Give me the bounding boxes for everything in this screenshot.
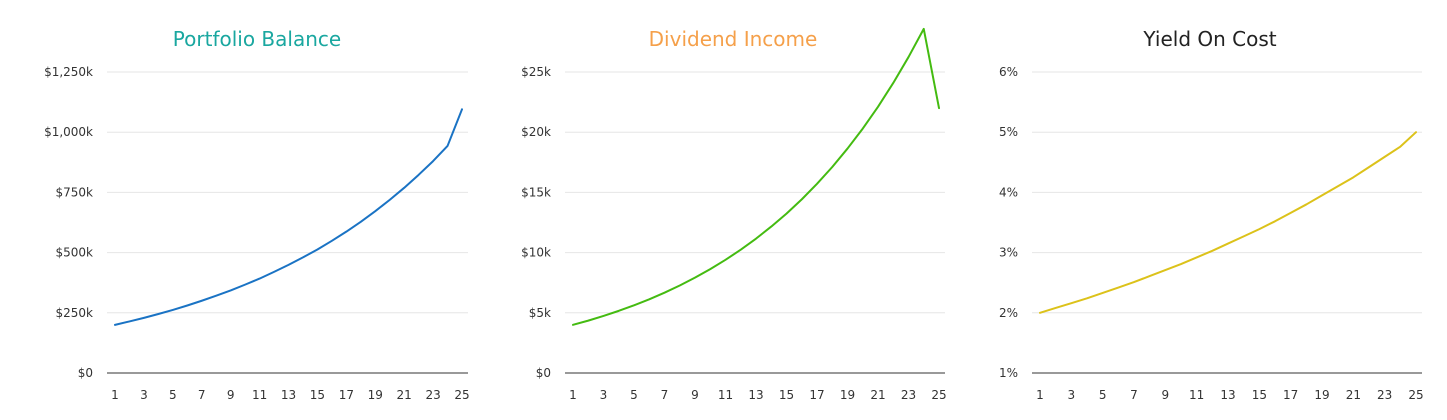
y-tick-label: $1,000k — [44, 125, 93, 139]
x-tick-label: 9 — [1162, 388, 1170, 402]
x-tick-label: 21 — [870, 388, 885, 402]
chart-title: Portfolio Balance — [173, 27, 341, 51]
x-tick-label: 23 — [425, 388, 440, 402]
x-tick-label: 3 — [1068, 388, 1076, 402]
series-line — [114, 108, 463, 326]
y-tick-label: $15k — [521, 185, 551, 199]
y-tick-label: $20k — [521, 125, 551, 139]
y-tick-label: 5% — [999, 125, 1018, 139]
x-tick-label: 17 — [339, 388, 354, 402]
x-tick-label: 23 — [901, 388, 916, 402]
x-tick-label: 1 — [1036, 388, 1044, 402]
y-tick-label: $500k — [56, 246, 94, 260]
y-tick-label: $0 — [78, 366, 93, 380]
y-tick-label: 2% — [999, 306, 1018, 320]
chart-1: Portfolio Balance $0 $250k $500k $750k $1,000… — [44, 27, 470, 402]
x-tick-label: 19 — [1314, 388, 1329, 402]
y-tick-label: 4% — [999, 185, 1018, 199]
x-tick-label: 25 — [454, 388, 469, 402]
x-tick-label: 1 — [111, 388, 119, 402]
y-tick-label: $750k — [56, 185, 94, 199]
x-tick-label: 11 — [1189, 388, 1204, 402]
x-tick-label: 7 — [1130, 388, 1138, 402]
x-tick-label: 17 — [809, 388, 824, 402]
x-tick-label: 15 — [1252, 388, 1267, 402]
y-tick-label: 1% — [999, 366, 1018, 380]
series-line — [572, 27, 940, 326]
x-tick-label: 15 — [779, 388, 794, 402]
x-tick-label: 13 — [748, 388, 763, 402]
x-tick-label: 1 — [569, 388, 577, 402]
x-tick-label: 23 — [1377, 388, 1392, 402]
x-tick-label: 7 — [198, 388, 206, 402]
y-tick-label: $1,250k — [44, 65, 93, 79]
y-tick-label: $250k — [56, 306, 94, 320]
x-tick-label: 11 — [718, 388, 733, 402]
x-tick-label: 13 — [1220, 388, 1235, 402]
y-tick-label: $0 — [536, 366, 551, 380]
x-tick-label: 25 — [931, 388, 946, 402]
x-tick-label: 3 — [600, 388, 608, 402]
x-tick-label: 5 — [169, 388, 177, 402]
x-tick-label: 5 — [630, 388, 638, 402]
x-tick-label: 15 — [310, 388, 325, 402]
x-tick-label: 9 — [691, 388, 699, 402]
x-tick-label: 3 — [140, 388, 148, 402]
x-tick-label: 21 — [1346, 388, 1361, 402]
x-tick-label: 19 — [840, 388, 855, 402]
chart-title: Dividend Income — [649, 27, 818, 51]
x-tick-label: 21 — [397, 388, 412, 402]
x-tick-label: 9 — [227, 388, 235, 402]
x-tick-label: 13 — [281, 388, 296, 402]
x-tick-label: 7 — [661, 388, 669, 402]
y-tick-label: $25k — [521, 65, 551, 79]
x-tick-label: 5 — [1099, 388, 1107, 402]
x-tick-label: 19 — [368, 388, 383, 402]
x-tick-label: 17 — [1283, 388, 1298, 402]
x-tick-label: 11 — [252, 388, 267, 402]
y-tick-label: 3% — [999, 246, 1018, 260]
chart-title: Yield On Cost — [1142, 27, 1276, 51]
y-tick-label: $10k — [521, 246, 551, 260]
y-tick-label: 6% — [999, 65, 1018, 79]
x-tick-label: 25 — [1408, 388, 1423, 402]
series-line — [1039, 131, 1417, 314]
y-tick-label: $5k — [529, 306, 551, 320]
